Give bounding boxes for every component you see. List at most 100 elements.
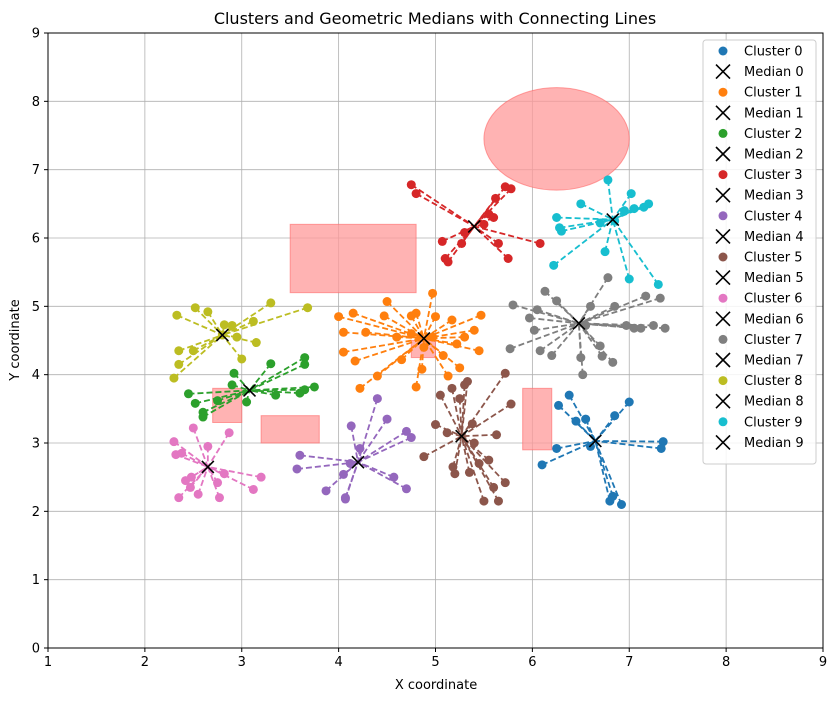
cluster-5-point [450,469,460,479]
connecting-line-6 [178,466,209,499]
cluster-5-point [489,482,499,492]
cluster-5-point [479,496,489,506]
cluster-6-point [169,437,179,447]
connecting-line-0 [594,440,623,505]
cluster-2-point [190,398,200,408]
cluster-5-point [467,419,477,429]
connecting-line-7 [578,305,616,325]
cluster-1-point [460,332,470,342]
cluster-5-point [464,467,474,477]
cluster-9-point [653,279,663,289]
legend-median-5-label: Median 5 [744,271,804,286]
cluster-8-point [174,359,184,369]
legend-median-stroke [715,105,731,121]
connecting-line-9 [612,206,645,221]
cluster-4-point [382,414,392,424]
cluster-6-point [219,469,229,479]
cluster-5-point [431,420,440,430]
connecting-line-9 [607,179,614,220]
connecting-line-9 [611,219,631,280]
legend-cluster-0-label: Cluster 0 [744,45,803,60]
cluster-8-point [227,320,237,330]
cluster-7-point [508,300,518,310]
cluster-1-point [338,327,348,337]
median-4-stroke [351,455,365,469]
cluster-7-point [578,370,588,380]
legend-median-9-marker [715,434,731,450]
legend-cluster-8-marker [718,376,728,386]
connecting-line-8 [222,334,257,344]
x-tick-label: 9 [819,655,827,670]
x-axis-label: X coordinate [395,678,477,693]
cluster-7-point [610,301,620,311]
cluster-3-point [489,213,499,222]
connecting-line-2 [249,363,306,392]
cluster-3-point [479,219,489,229]
cluster-2-point [300,353,310,363]
legend-cluster-8-label: Cluster 8 [744,374,803,389]
obstacle-rect [260,415,320,444]
cluster-6-point [256,472,266,482]
median-9-stroke [606,212,620,227]
connecting-line-8 [222,306,308,336]
cluster-2-point [213,396,223,406]
y-tick-label: 8 [32,95,40,110]
cluster-3-point [491,193,501,203]
connecting-line-7 [534,322,580,332]
cluster-7-point [552,296,562,306]
median-8-marker [215,328,229,342]
cluster-3-point [493,238,503,248]
y-tick-label: 9 [32,27,40,42]
connecting-line-2 [249,356,306,392]
legend-cluster-1-marker [718,87,728,97]
median-7-marker [572,316,586,330]
median-0-marker [588,434,602,448]
connecting-line-7 [578,277,609,324]
cluster-4-point [321,486,331,496]
cluster-8-point [169,373,179,383]
cluster-1-point [428,332,438,342]
connecting-line-5 [451,388,463,437]
cluster-2-point [266,359,276,369]
legend-median-8-label: Median 8 [744,395,804,410]
cluster-2-point [300,359,310,369]
legend-median-6-label: Median 6 [744,312,804,327]
legend-median-5-marker [715,270,731,286]
legend-median-1-label: Median 1 [744,106,804,121]
legend-median-3-label: Median 3 [744,189,804,204]
connecting-line-3 [474,225,541,245]
cluster-1-point [411,308,421,318]
data-points [169,175,670,509]
cluster-7-point [535,346,545,356]
legend-cluster-4-marker [718,211,728,221]
cluster-4-point [340,494,350,504]
median-5-marker [455,429,469,443]
cluster-8-point [303,303,313,313]
cluster-0-point [564,390,574,400]
cluster-9-point [603,175,613,185]
cluster-4-point [295,450,305,460]
legend-median-stroke [715,352,731,368]
connecting-line-4 [357,461,407,490]
cluster-1-point [447,315,457,325]
cluster-7-point [621,320,631,330]
legend-cluster-2-label: Cluster 2 [744,127,803,142]
cluster-9-point [552,213,562,222]
cluster-7-point [608,357,618,367]
cluster-5-point [455,394,465,404]
legend-median-2-label: Median 2 [744,148,804,163]
cluster-0-point [571,416,581,426]
cluster-7-point [597,351,607,361]
cluster-8-point [266,298,276,308]
legend-median-stroke [715,311,731,327]
connecting-line-6 [173,440,209,468]
cluster-1-point [474,346,484,356]
legend-median-7-marker [715,352,731,368]
connecting-line-3 [410,183,475,228]
y-tick-label: 7 [32,163,40,178]
connecting-line-4 [344,461,359,500]
connecting-line-1 [354,337,425,362]
connecting-line-7 [536,308,580,325]
median-1-stroke [417,331,431,346]
